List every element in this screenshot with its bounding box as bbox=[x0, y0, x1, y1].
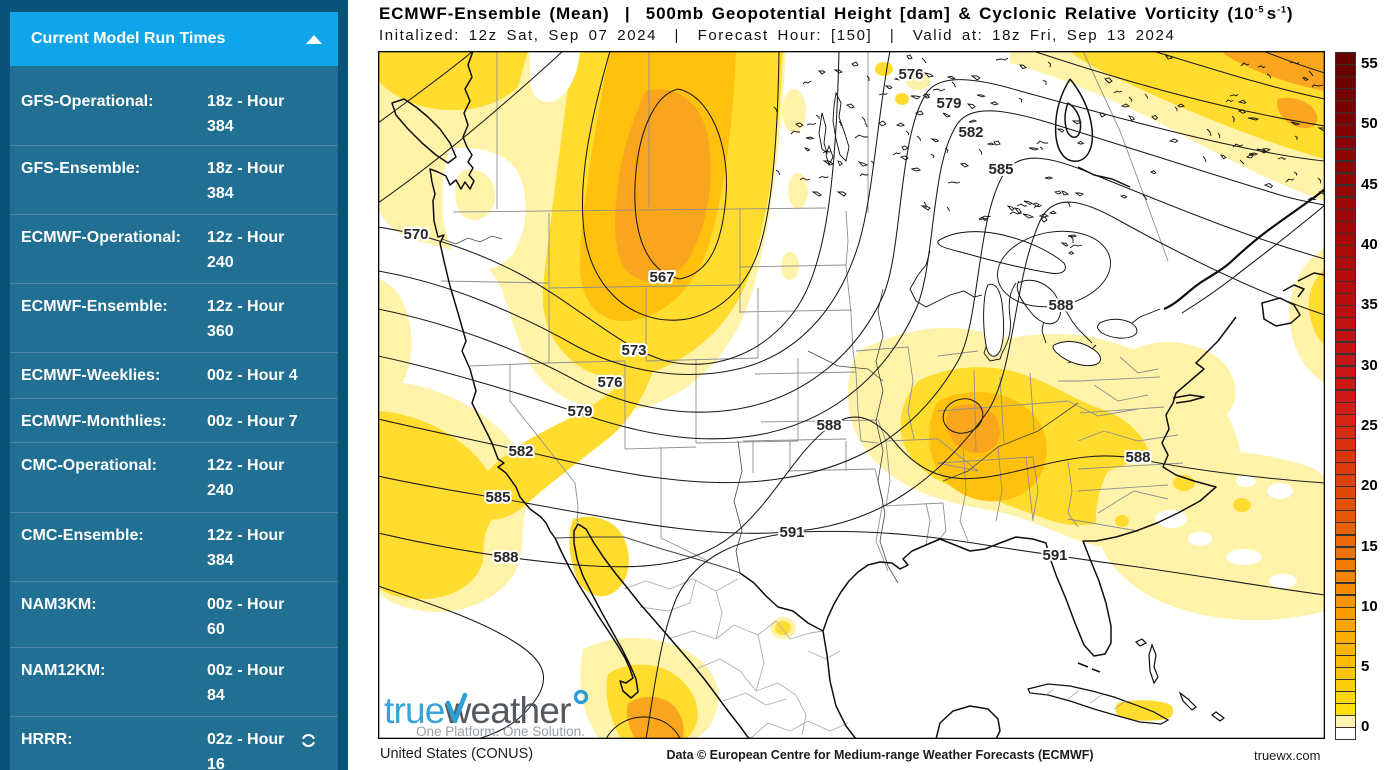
svg-text:582: 582 bbox=[508, 443, 533, 460]
svg-text:588: 588 bbox=[1125, 449, 1150, 466]
svg-text:579: 579 bbox=[936, 95, 961, 112]
svg-text:585: 585 bbox=[988, 161, 1013, 178]
svg-text:570: 570 bbox=[403, 226, 428, 243]
svg-text:588: 588 bbox=[1048, 297, 1073, 314]
svg-text:579: 579 bbox=[567, 403, 592, 420]
svg-text:588: 588 bbox=[493, 549, 518, 566]
svg-text:576: 576 bbox=[597, 374, 622, 391]
svg-text:573: 573 bbox=[621, 342, 646, 359]
svg-text:582: 582 bbox=[958, 124, 983, 141]
svg-text:567: 567 bbox=[649, 269, 674, 286]
svg-text:591: 591 bbox=[779, 524, 804, 541]
svg-text:One Platform. One Solution.: One Platform. One Solution. bbox=[416, 724, 585, 739]
svg-text:585: 585 bbox=[485, 489, 510, 506]
svg-text:591: 591 bbox=[1042, 547, 1067, 564]
svg-text:588: 588 bbox=[816, 417, 841, 434]
svg-text:576: 576 bbox=[898, 66, 923, 83]
